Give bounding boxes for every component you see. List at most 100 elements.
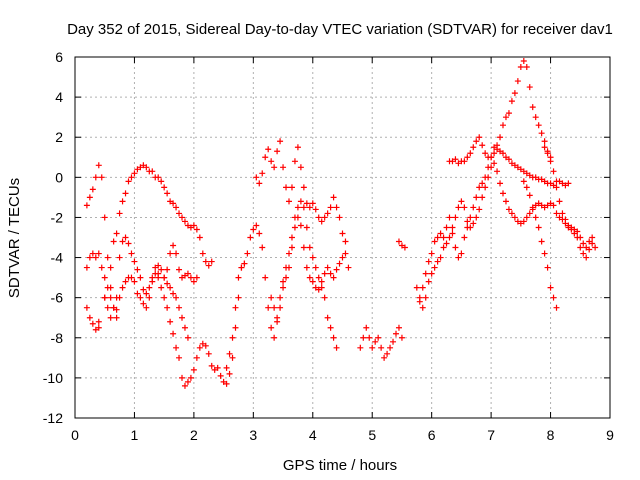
- data-point: [167, 250, 174, 257]
- data-point: [288, 234, 295, 241]
- x-tick-label: 7: [487, 427, 495, 443]
- data-point: [446, 234, 453, 241]
- data-point: [470, 220, 477, 227]
- data-point: [131, 258, 138, 265]
- data-point: [505, 156, 512, 163]
- data-point: [158, 284, 165, 291]
- data-point: [98, 174, 105, 181]
- y-tick-label: 4: [55, 89, 63, 105]
- data-point: [164, 190, 171, 197]
- data-point: [235, 274, 242, 281]
- data-point: [491, 160, 498, 167]
- data-point: [324, 314, 331, 321]
- data-point: [262, 154, 269, 161]
- y-tick-label: 6: [55, 49, 63, 65]
- data-point: [511, 214, 518, 221]
- data-point: [300, 204, 307, 211]
- data-point: [119, 284, 126, 291]
- data-point: [419, 284, 426, 291]
- data-point: [494, 168, 501, 175]
- data-point: [131, 278, 138, 285]
- data-point: [113, 294, 120, 301]
- data-point: [92, 174, 99, 181]
- data-point: [541, 138, 548, 145]
- data-point: [547, 284, 554, 291]
- data-point: [283, 264, 290, 271]
- y-tick-label: -4: [51, 250, 64, 266]
- data-point: [280, 284, 287, 291]
- data-point: [116, 254, 123, 261]
- data-point: [128, 250, 135, 257]
- data-point: [523, 64, 530, 71]
- axis-ticks: [74, 56, 611, 419]
- data-point: [271, 304, 278, 311]
- data-point: [529, 104, 536, 111]
- data-point: [574, 228, 581, 235]
- data-point: [511, 90, 518, 97]
- data-point: [283, 184, 290, 191]
- data-point: [125, 240, 132, 247]
- data-point: [330, 334, 337, 341]
- data-point: [428, 250, 435, 257]
- x-tick-label: 6: [428, 427, 436, 443]
- data-point: [259, 244, 266, 251]
- data-points: [83, 58, 599, 389]
- data-point: [83, 264, 90, 271]
- data-point: [479, 194, 486, 201]
- data-point: [214, 364, 221, 371]
- series-track-o: [541, 144, 599, 251]
- data-point: [440, 244, 447, 251]
- data-point: [363, 324, 370, 331]
- data-point: [193, 226, 200, 233]
- data-point: [161, 184, 168, 191]
- data-point: [502, 114, 509, 121]
- data-point: [232, 304, 239, 311]
- data-point: [149, 168, 156, 175]
- data-point: [244, 250, 251, 257]
- data-point: [461, 234, 468, 241]
- data-point: [286, 198, 292, 205]
- data-point: [526, 210, 533, 217]
- data-point: [473, 194, 480, 201]
- y-tick-label: -12: [43, 410, 63, 426]
- data-point: [190, 366, 197, 373]
- data-point: [357, 344, 364, 351]
- data-point: [104, 304, 111, 311]
- series-track-b: [95, 162, 215, 331]
- data-point: [431, 238, 438, 245]
- data-point: [336, 214, 343, 221]
- data-point: [482, 184, 489, 191]
- data-point: [318, 278, 325, 285]
- data-point: [520, 58, 527, 65]
- data-point: [502, 198, 509, 205]
- data-point: [277, 294, 284, 301]
- data-point: [110, 238, 117, 245]
- data-point: [381, 354, 388, 361]
- data-point: [86, 194, 93, 201]
- data-point: [473, 138, 480, 145]
- x-tick-label: 1: [131, 427, 139, 443]
- data-point: [520, 178, 527, 185]
- data-point: [500, 150, 506, 157]
- data-point: [89, 250, 96, 257]
- series-track-h: [268, 198, 340, 351]
- data-point: [179, 314, 185, 321]
- data-point: [333, 344, 340, 351]
- data-point: [158, 178, 165, 185]
- data-point: [286, 250, 292, 257]
- data-point: [274, 314, 281, 321]
- data-point: [401, 244, 408, 251]
- data-point: [464, 154, 471, 161]
- data-point: [95, 250, 102, 257]
- chart-title: Day 352 of 2015, Sidereal Day-to-day VTE…: [67, 21, 613, 38]
- data-point: [181, 324, 188, 331]
- data-point: [559, 210, 566, 217]
- data-point: [336, 260, 343, 267]
- data-point: [532, 114, 539, 121]
- data-point: [256, 230, 263, 237]
- data-point: [92, 254, 99, 261]
- data-point: [437, 230, 444, 237]
- data-point: [541, 144, 548, 151]
- data-point: [205, 350, 212, 357]
- data-point: [318, 284, 325, 291]
